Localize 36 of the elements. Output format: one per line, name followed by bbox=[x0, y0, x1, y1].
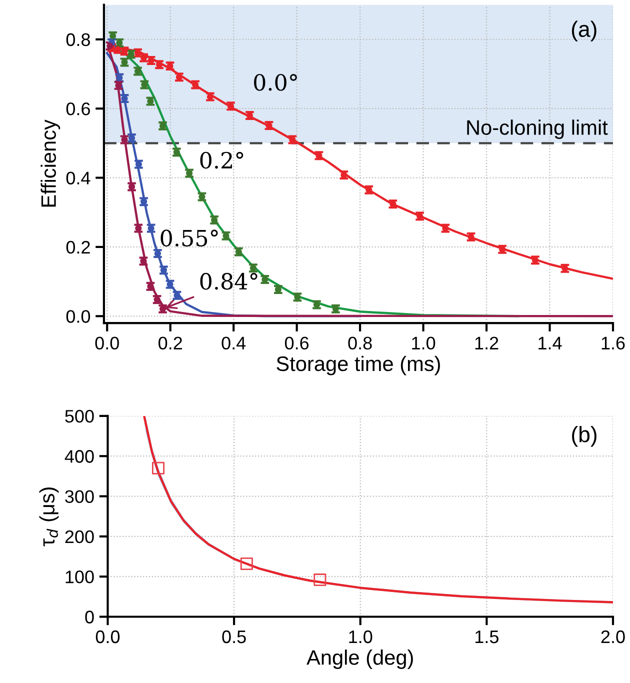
x-tick-label: 0.0 bbox=[95, 336, 119, 350]
x-tick-label: 1.5 bbox=[476, 630, 498, 644]
y-tick-label: 0.8 bbox=[66, 33, 90, 46]
series-label: 0.0° bbox=[254, 74, 297, 91]
y-tick-label: 500 bbox=[65, 410, 94, 423]
series-label: 0.55° bbox=[160, 230, 218, 246]
x-tick-label: 0.6 bbox=[284, 336, 309, 350]
x-tick-label: 1.4 bbox=[538, 336, 562, 350]
x-tick-label: 0.4 bbox=[222, 336, 246, 350]
annotation: (a) bbox=[572, 20, 596, 42]
y-axis-title: τ$_{d}$ (μs) bbox=[39, 488, 59, 546]
y-tick-label: 400 bbox=[64, 450, 94, 463]
x-tick-label: 1.6 bbox=[602, 336, 625, 350]
y-axis-title: Efficiency bbox=[40, 120, 60, 207]
y-tick-label: 0 bbox=[85, 610, 94, 624]
series-label: 0.84° bbox=[200, 272, 258, 290]
ref-line-label: No-cloning limit bbox=[467, 120, 608, 140]
y-tick-label: 0.4 bbox=[66, 172, 90, 184]
x-tick-label: 2.0 bbox=[601, 630, 625, 644]
x-tick-label: 1.2 bbox=[475, 336, 498, 350]
x-tick-label: 0.5 bbox=[222, 630, 246, 644]
y-tick-label: 200 bbox=[65, 530, 94, 544]
series-label: 0.2° bbox=[200, 152, 244, 169]
x-axis-title: Storage time (ms) bbox=[276, 356, 440, 376]
y-tick-label: 100 bbox=[66, 570, 94, 584]
annotation: (b) bbox=[572, 426, 596, 447]
x-tick-label: 1.0 bbox=[349, 630, 372, 644]
x-tick-label: 0.0 bbox=[96, 630, 120, 644]
y-tick-label: 0.0 bbox=[66, 310, 90, 323]
x-axis-title: Angle (deg) bbox=[306, 650, 413, 669]
x-tick-label: 0.2 bbox=[158, 336, 182, 350]
y-tick-label: 300 bbox=[65, 490, 94, 503]
x-tick-label: 0.8 bbox=[348, 336, 372, 350]
y-tick-label: 0.6 bbox=[66, 102, 90, 116]
y-tick-label: 0.2 bbox=[66, 240, 90, 254]
x-tick-label: 1.0 bbox=[412, 336, 436, 350]
